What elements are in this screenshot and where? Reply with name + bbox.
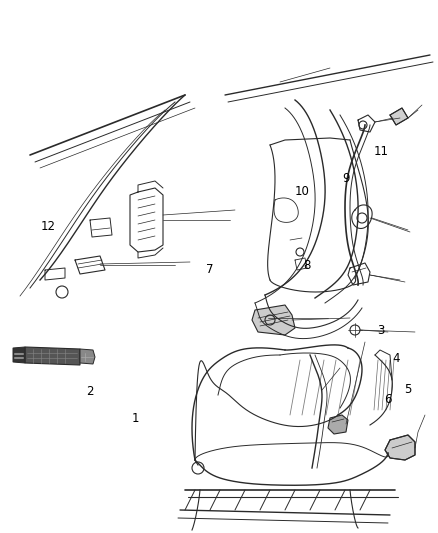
Text: 6: 6 (384, 393, 392, 406)
Polygon shape (25, 347, 80, 365)
Polygon shape (328, 415, 348, 434)
Text: 1: 1 (132, 412, 140, 425)
Text: 9: 9 (342, 172, 350, 185)
Polygon shape (80, 349, 95, 364)
Polygon shape (13, 347, 25, 363)
Polygon shape (252, 305, 295, 335)
Polygon shape (390, 108, 408, 125)
Text: 7: 7 (206, 263, 214, 276)
Text: 2: 2 (86, 385, 94, 398)
Polygon shape (385, 435, 415, 460)
Text: 8: 8 (303, 259, 310, 272)
Text: 12: 12 (41, 220, 56, 233)
Text: 5: 5 (404, 383, 411, 395)
Text: 11: 11 (374, 146, 389, 158)
Text: 4: 4 (392, 352, 400, 365)
Text: 10: 10 (295, 185, 310, 198)
Text: 3: 3 (378, 324, 385, 337)
